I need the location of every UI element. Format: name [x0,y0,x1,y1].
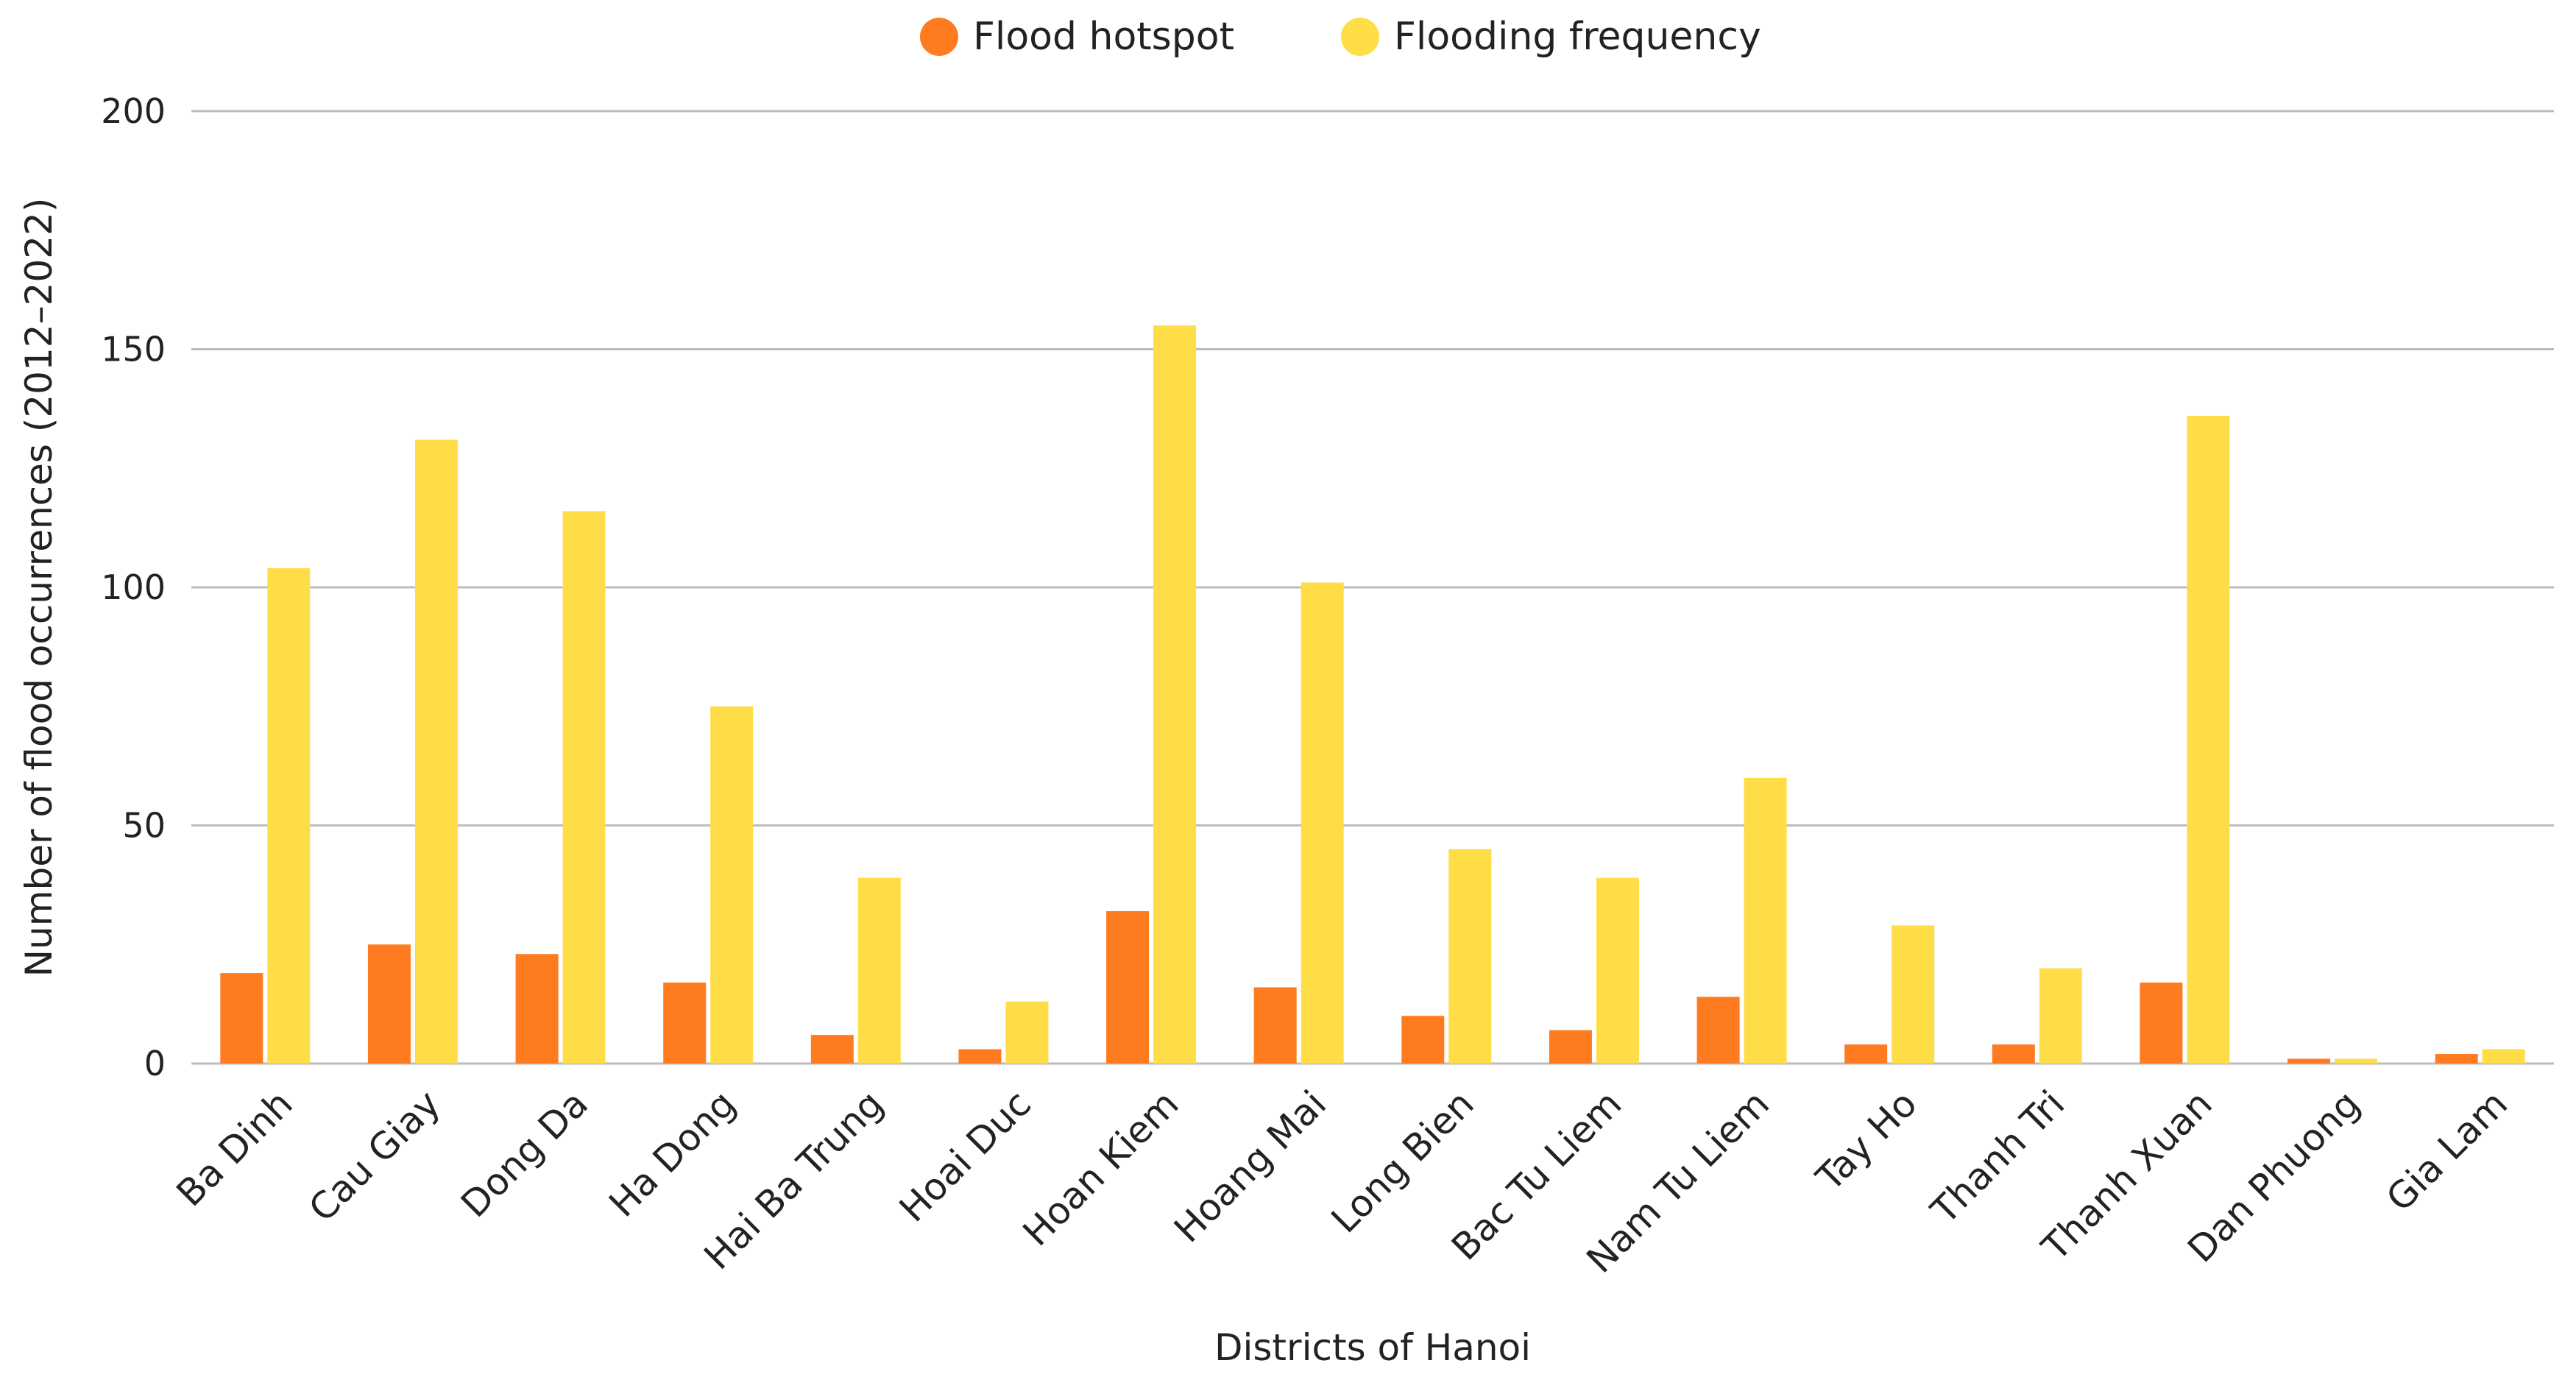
bar-flood-hotspot-dong-da[interactable] [515,954,559,1064]
bar-flooding-frequency-ba-dinh[interactable] [267,568,311,1064]
bar-flood-hotspot-ba-dinh[interactable] [220,973,263,1064]
bar-flooding-frequency-dan-phuong[interactable] [2335,1058,2378,1064]
bar-flood-hotspot-tay-ho[interactable] [1844,1044,1888,1064]
bar-flood-hotspot-cau-giay[interactable] [367,944,411,1064]
bar-flooding-frequency-hoang-mai[interactable] [1301,582,1344,1064]
bar-flooding-frequency-thanh-tri[interactable] [2039,968,2082,1064]
x-tick-label-ha-dong: Ha Dong [601,1082,743,1225]
bar-flooding-frequency-tay-ho[interactable] [1892,925,1935,1064]
legend: Flood hotspot Flooding frequency [920,15,1761,59]
y-axis-ticks: 0 50 100 150 200 [101,91,166,1083]
bars [220,325,2525,1064]
legend-item-flooding-frequency[interactable]: Flooding frequency [1341,15,1761,59]
y-axis-title: Number of flood occurrences (2012–2022) [18,198,60,977]
x-tick-label-hoai-duc: Hoai Duc [891,1082,1039,1230]
legend-swatch-flooding-frequency [1341,18,1379,56]
x-tick-label-dong-da: Dong Da [453,1082,596,1225]
bar-flood-hotspot-thanh-tri[interactable] [1992,1044,2035,1064]
bar-flooding-frequency-ha-dong[interactable] [710,706,754,1064]
x-tick-label-gia-lam: Gia Lam [2378,1082,2516,1220]
bar-flood-hotspot-nam-tu-liem[interactable] [1696,997,1740,1064]
legend-item-flood-hotspot[interactable]: Flood hotspot [920,15,1234,59]
bar-flood-hotspot-bac-tu-liem[interactable] [1549,1030,1592,1064]
bar-flooding-frequency-cau-giay[interactable] [414,439,458,1064]
bar-flood-hotspot-ha-dong[interactable] [663,983,707,1064]
bar-flooding-frequency-long-bien[interactable] [1448,849,1492,1064]
bar-flood-hotspot-hoang-mai[interactable] [1253,987,1297,1064]
y-tick-label-0: 0 [144,1044,166,1083]
bar-flood-hotspot-hoai-duc[interactable] [958,1049,1002,1064]
y-tick-label-150: 150 [101,330,166,369]
x-tick-label-hoan-kiem: Hoan Kiem [1015,1082,1187,1254]
bar-flooding-frequency-nam-tu-liem[interactable] [1744,777,1787,1064]
x-axis-title: Districts of Hanoi [1214,1326,1531,1369]
bar-flood-hotspot-gia-lam[interactable] [2435,1054,2478,1064]
x-tick-label-cau-giay: Cau Giay [301,1082,449,1230]
y-tick-label-100: 100 [101,567,166,607]
bar-flooding-frequency-thanh-xuan[interactable] [2187,416,2230,1064]
x-tick-label-thanh-tri: Thanh Tri [1922,1082,2073,1232]
bar-flooding-frequency-gia-lam[interactable] [2482,1049,2525,1064]
bar-flooding-frequency-hoan-kiem[interactable] [1153,325,1197,1064]
x-tick-label-hoang-mai: Hoang Mai [1166,1082,1334,1250]
legend-swatch-flood-hotspot [920,18,958,56]
bar-flooding-frequency-hai-ba-trung[interactable] [857,877,901,1064]
bar-flood-hotspot-hoan-kiem[interactable] [1106,910,1150,1064]
bar-flood-hotspot-dan-phuong[interactable] [2287,1058,2331,1064]
bar-flooding-frequency-dong-da[interactable] [562,511,606,1064]
y-tick-label-200: 200 [101,91,166,131]
x-tick-label-long-bien: Long Bien [1323,1082,1482,1241]
legend-label-flood-hotspot: Flood hotspot [973,15,1234,59]
bar-flooding-frequency-bac-tu-liem[interactable] [1596,877,1639,1064]
bar-flood-hotspot-long-bien[interactable] [1401,1016,1445,1064]
x-tick-label-tay-ho: Tay Ho [1808,1082,1925,1200]
bar-flood-hotspot-thanh-xuan[interactable] [2140,983,2183,1064]
bar-flooding-frequency-hoai-duc[interactable] [1005,1001,1049,1064]
bar-flood-hotspot-hai-ba-trung[interactable] [810,1035,854,1064]
x-tick-label-ba-dinh: Ba Dinh [169,1082,301,1214]
y-tick-label-50: 50 [122,806,166,846]
legend-label-flooding-frequency: Flooding frequency [1394,15,1761,59]
